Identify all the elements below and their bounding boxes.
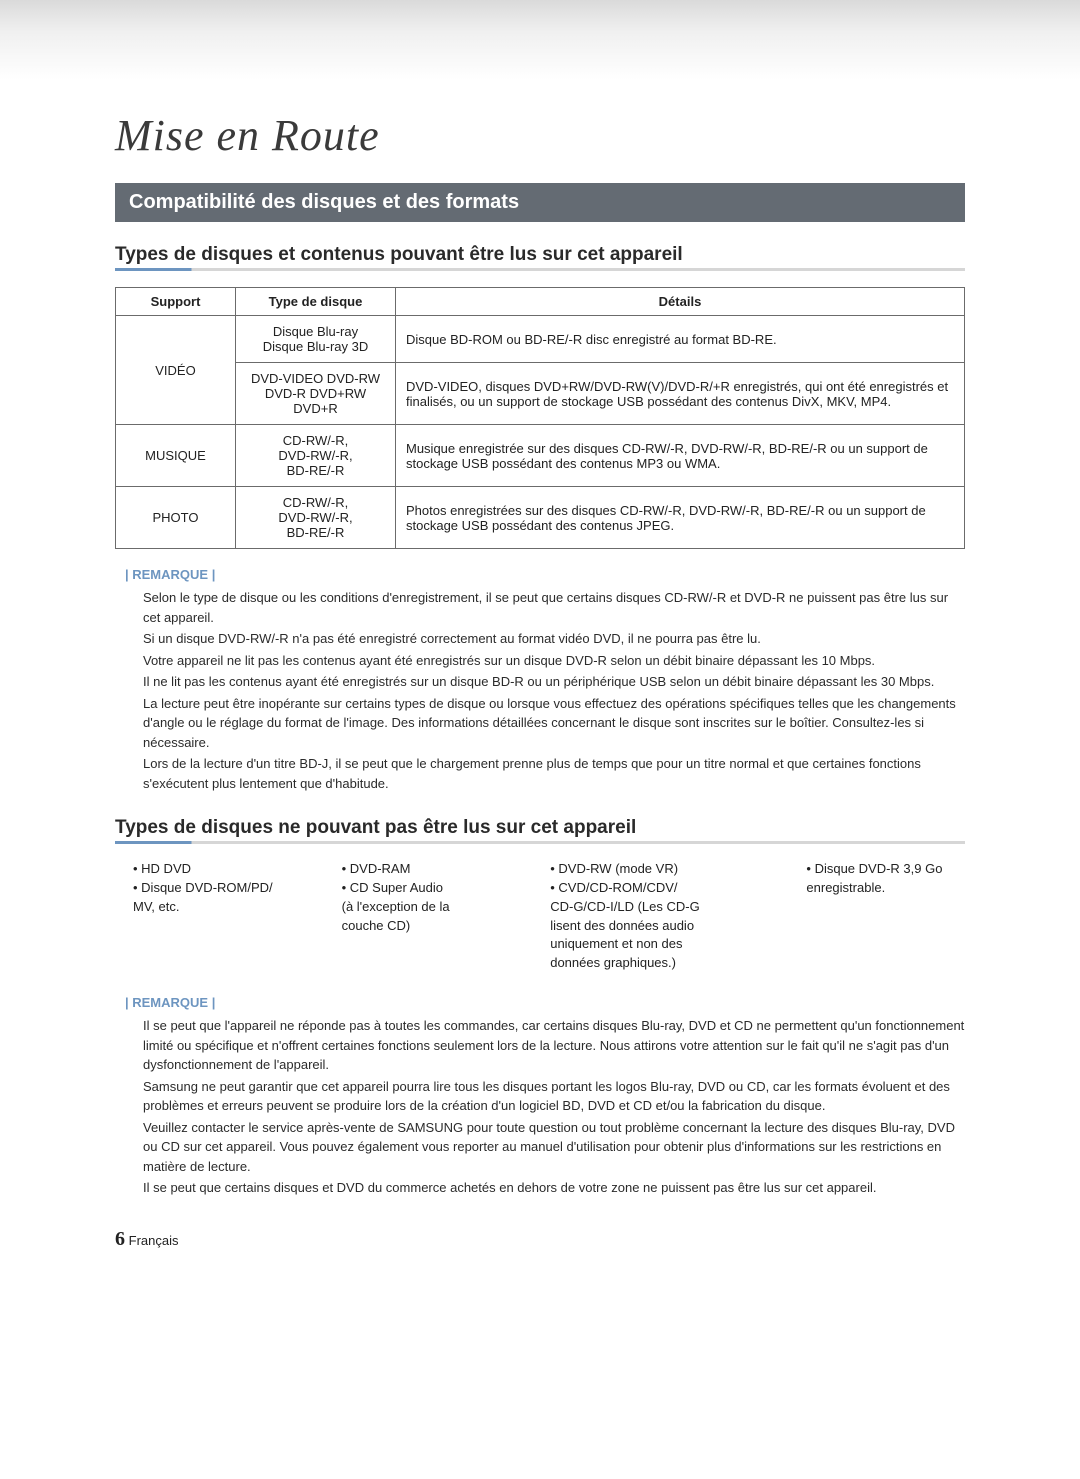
cell-video-detail-a: Disque BD-ROM ou BD-RE/-R disc enregistr…	[396, 316, 965, 363]
cannot-col-3: • DVD-RW (mode VR) • CVD/CD-ROM/CDV/ CD-…	[550, 860, 756, 973]
th-support: Support	[116, 288, 236, 316]
cell-video-detail-b: DVD-VIDEO, disques DVD+RW/DVD-RW(V)/DVD-…	[396, 363, 965, 425]
page-number: 6 Français	[115, 1228, 965, 1251]
cell-photo-detail: Photos enregistrées sur des disques CD-R…	[396, 487, 965, 549]
cell-music-detail: Musique enregistrée sur des disques CD-R…	[396, 425, 965, 487]
cell-photo: PHOTO	[116, 487, 236, 549]
cannot-col-4: • Disque DVD-R 3,9 Go enregistrable.	[806, 860, 965, 973]
subheading-2: Types de disques ne pouvant pas être lus…	[115, 817, 965, 839]
page-lang: Français	[129, 1233, 179, 1248]
th-details: Détails	[396, 288, 965, 316]
remark-body-1: Selon le type de disque ou les condition…	[143, 588, 965, 793]
remark1-4: La lecture peut être inopérante sur cert…	[143, 694, 965, 753]
section-bar: Compatibilité des disques et des formats	[115, 183, 965, 222]
remark-label-2: | REMARQUE |	[125, 995, 965, 1010]
cannot-col-2: • DVD-RAM • CD Super Audio (à l'exceptio…	[342, 860, 501, 973]
cell-photo-type: CD-RW/-R, DVD-RW/-R, BD-RE/-R	[236, 487, 396, 549]
remark2-0: Il se peut que l'appareil ne réponde pas…	[143, 1016, 965, 1075]
remark1-2: Votre appareil ne lit pas les contenus a…	[143, 651, 965, 671]
remark-body-2: Il se peut que l'appareil ne réponde pas…	[143, 1016, 965, 1198]
subheading-1: Types de disques et contenus pouvant êtr…	[115, 244, 965, 266]
cell-video-type-a: Disque Blu-ray Disque Blu-ray 3D	[236, 316, 396, 363]
disc-table: Support Type de disque Détails VIDÉO Dis…	[115, 287, 965, 549]
cannot-col-1: • HD DVD • Disque DVD-ROM/PD/ MV, etc.	[133, 860, 292, 973]
remark1-0: Selon le type de disque ou les condition…	[143, 588, 965, 627]
remark1-1: Si un disque DVD-RW/-R n'a pas été enreg…	[143, 629, 965, 649]
cell-music: MUSIQUE	[116, 425, 236, 487]
subheading-underline-2	[115, 841, 965, 844]
page-number-value: 6	[115, 1228, 125, 1250]
page-title: Mise en Route	[115, 110, 965, 161]
subheading-underline	[115, 268, 965, 271]
remark2-2: Veuillez contacter le service après-vent…	[143, 1118, 965, 1177]
remark1-5: Lors de la lecture d'un titre BD-J, il s…	[143, 754, 965, 793]
header-gradient	[0, 0, 1080, 80]
remark1-3: Il ne lit pas les contenus ayant été enr…	[143, 672, 965, 692]
cell-video: VIDÉO	[116, 316, 236, 425]
cell-video-type-b: DVD-VIDEO DVD-RW DVD-R DVD+RW DVD+R	[236, 363, 396, 425]
remark2-1: Samsung ne peut garantir que cet apparei…	[143, 1077, 965, 1116]
remark2-3: Il se peut que certains disques et DVD d…	[143, 1178, 965, 1198]
remark-label-1: | REMARQUE |	[125, 567, 965, 582]
th-type: Type de disque	[236, 288, 396, 316]
cell-music-type: CD-RW/-R, DVD-RW/-R, BD-RE/-R	[236, 425, 396, 487]
cannot-play-list: • HD DVD • Disque DVD-ROM/PD/ MV, etc. •…	[133, 860, 965, 973]
